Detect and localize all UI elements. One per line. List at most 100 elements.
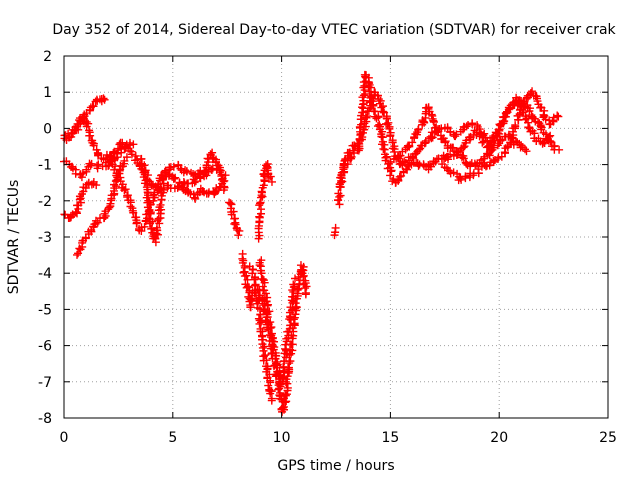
data-series-group xyxy=(60,70,564,416)
data-series-arc-15 xyxy=(335,70,564,191)
data-point xyxy=(258,274,267,283)
x-tick-label: 10 xyxy=(273,430,291,446)
data-point xyxy=(553,111,562,120)
data-point xyxy=(291,274,300,283)
data-point xyxy=(516,102,525,111)
data-series-arc-5 xyxy=(73,153,131,259)
x-tick-label: 5 xyxy=(168,430,177,446)
data-point xyxy=(267,177,276,186)
data-point xyxy=(378,107,387,116)
data-series-arc-3 xyxy=(60,138,138,182)
data-point xyxy=(101,155,110,164)
data-point xyxy=(271,354,280,363)
data-point xyxy=(384,118,393,127)
data-point xyxy=(281,391,290,400)
data-point xyxy=(92,181,101,190)
data-point xyxy=(395,172,404,181)
data-point xyxy=(367,101,376,110)
data-point xyxy=(519,108,528,117)
data-point xyxy=(446,150,455,159)
data-point xyxy=(129,208,138,217)
data-point xyxy=(547,138,556,147)
data-point xyxy=(264,381,273,390)
data-point xyxy=(415,145,424,154)
data-point xyxy=(554,112,563,121)
data-point xyxy=(369,100,378,109)
data-point xyxy=(522,147,531,156)
data-point xyxy=(336,173,345,182)
data-point xyxy=(521,145,530,154)
data-point xyxy=(66,211,75,220)
data-point xyxy=(81,184,90,193)
data-point xyxy=(181,166,190,175)
data-point xyxy=(243,275,252,284)
data-point xyxy=(372,114,381,123)
data-point xyxy=(266,324,275,333)
y-tick-label: -5 xyxy=(38,302,52,318)
chart-title: Day 352 of 2014, Sidereal Day-to-day VTE… xyxy=(52,22,616,38)
data-point xyxy=(504,103,513,112)
data-point xyxy=(266,172,275,181)
data-point xyxy=(495,135,504,144)
y-tick-label: 2 xyxy=(43,49,52,65)
data-point xyxy=(301,290,310,299)
data-point xyxy=(89,102,98,111)
data-point xyxy=(335,200,344,209)
data-point xyxy=(127,150,136,159)
y-tick-label: -4 xyxy=(38,266,52,282)
data-point xyxy=(459,143,468,152)
data-point xyxy=(110,180,119,189)
y-tick-label: 1 xyxy=(43,85,52,101)
data-point xyxy=(140,222,149,231)
data-point xyxy=(403,165,412,174)
data-point xyxy=(528,87,537,96)
data-point xyxy=(273,361,282,370)
data-point xyxy=(191,194,200,203)
data-point xyxy=(104,161,113,170)
data-point xyxy=(449,168,458,177)
x-tick-label: 0 xyxy=(60,430,69,446)
data-point xyxy=(457,175,466,184)
data-point xyxy=(540,111,549,120)
data-point xyxy=(340,161,349,170)
data-point xyxy=(464,120,473,129)
y-axis-label: SDTVAR / TECUs xyxy=(6,180,22,295)
data-point xyxy=(112,171,121,180)
data-point xyxy=(261,289,270,298)
data-point xyxy=(400,157,409,166)
data-point xyxy=(261,351,270,360)
data-point xyxy=(267,396,276,405)
data-point xyxy=(453,150,462,159)
data-point xyxy=(540,138,549,147)
data-point xyxy=(187,168,196,177)
data-point xyxy=(546,131,555,140)
data-point xyxy=(478,138,487,147)
data-point xyxy=(379,144,388,153)
data-series-arc-18 xyxy=(473,93,555,148)
data-point xyxy=(255,261,264,270)
data-point xyxy=(428,133,437,142)
data-point xyxy=(216,183,225,192)
data-point xyxy=(365,87,374,96)
data-point xyxy=(281,398,290,407)
data-point xyxy=(255,319,264,328)
data-point xyxy=(444,155,453,164)
data-point xyxy=(257,187,266,196)
data-series-arc-7 xyxy=(136,154,230,247)
data-point xyxy=(153,230,162,239)
data-point xyxy=(287,306,296,315)
data-point xyxy=(462,122,471,131)
data-point xyxy=(276,382,285,391)
grid-lines xyxy=(64,56,608,418)
data-point xyxy=(424,165,433,174)
data-point xyxy=(231,220,240,229)
data-series-arc-10 xyxy=(245,261,311,416)
data-point xyxy=(289,280,298,289)
data-point xyxy=(514,116,523,125)
data-point xyxy=(105,203,114,212)
data-point xyxy=(468,119,477,128)
data-point xyxy=(129,140,138,149)
y-tick-label: -2 xyxy=(38,194,52,210)
data-point xyxy=(541,115,550,124)
data-point xyxy=(387,166,396,175)
